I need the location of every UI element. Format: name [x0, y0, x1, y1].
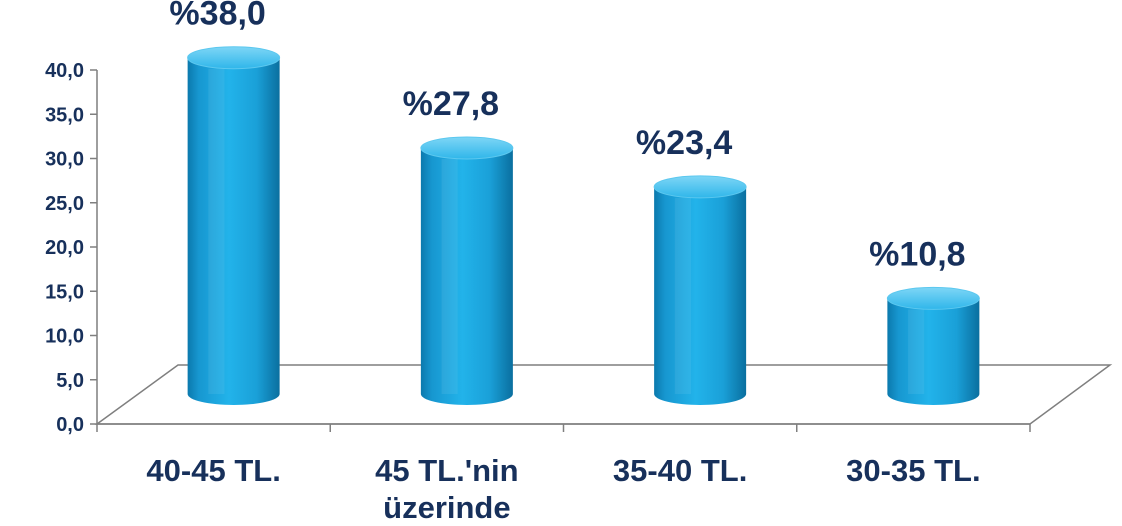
- category-label: 35-40 TL.: [613, 453, 747, 488]
- bar-highlight: [441, 158, 458, 394]
- category-label: 40-45 TL.: [146, 453, 280, 488]
- y-tick-label: 10,0: [45, 326, 84, 348]
- y-tick-label: 30,0: [45, 149, 84, 171]
- y-tick-label: 0,0: [56, 414, 84, 436]
- chart-bars: [187, 46, 980, 406]
- bar-body: [187, 57, 280, 406]
- category-label: 45 TL.'nin: [375, 453, 518, 488]
- y-tick-label: 40,0: [45, 60, 84, 82]
- y-tick-label: 20,0: [45, 237, 84, 259]
- data-label: %38,0: [169, 0, 265, 33]
- bar-top: [187, 46, 281, 70]
- bar-highlight: [674, 197, 691, 394]
- data-label: %27,8: [403, 85, 499, 123]
- bar-highlight: [208, 68, 225, 394]
- bar-top: [420, 136, 514, 160]
- bar: [420, 136, 514, 406]
- chart-axes: 0,0 5,0 10,0 15,0 20,0 25,0 30,0 35,0 40,0: [45, 60, 1113, 436]
- category-label: üzerinde: [383, 490, 510, 525]
- bar-top: [886, 286, 980, 310]
- category-label: 30-35 TL.: [846, 453, 980, 488]
- bar-body: [654, 186, 747, 406]
- y-tick-label: 5,0: [56, 370, 84, 392]
- data-label: %10,8: [869, 235, 965, 273]
- bar-highlight: [908, 309, 925, 394]
- y-tick-label: 25,0: [45, 193, 84, 215]
- bar: [653, 175, 747, 406]
- data-label: %23,4: [636, 124, 732, 162]
- bar-body: [420, 147, 513, 406]
- bar: [187, 46, 281, 406]
- y-tick-label: 35,0: [45, 104, 84, 126]
- bar-top: [653, 175, 747, 199]
- bar: [886, 286, 980, 406]
- y-tick-label: 15,0: [45, 281, 84, 303]
- bar-body: [887, 298, 980, 406]
